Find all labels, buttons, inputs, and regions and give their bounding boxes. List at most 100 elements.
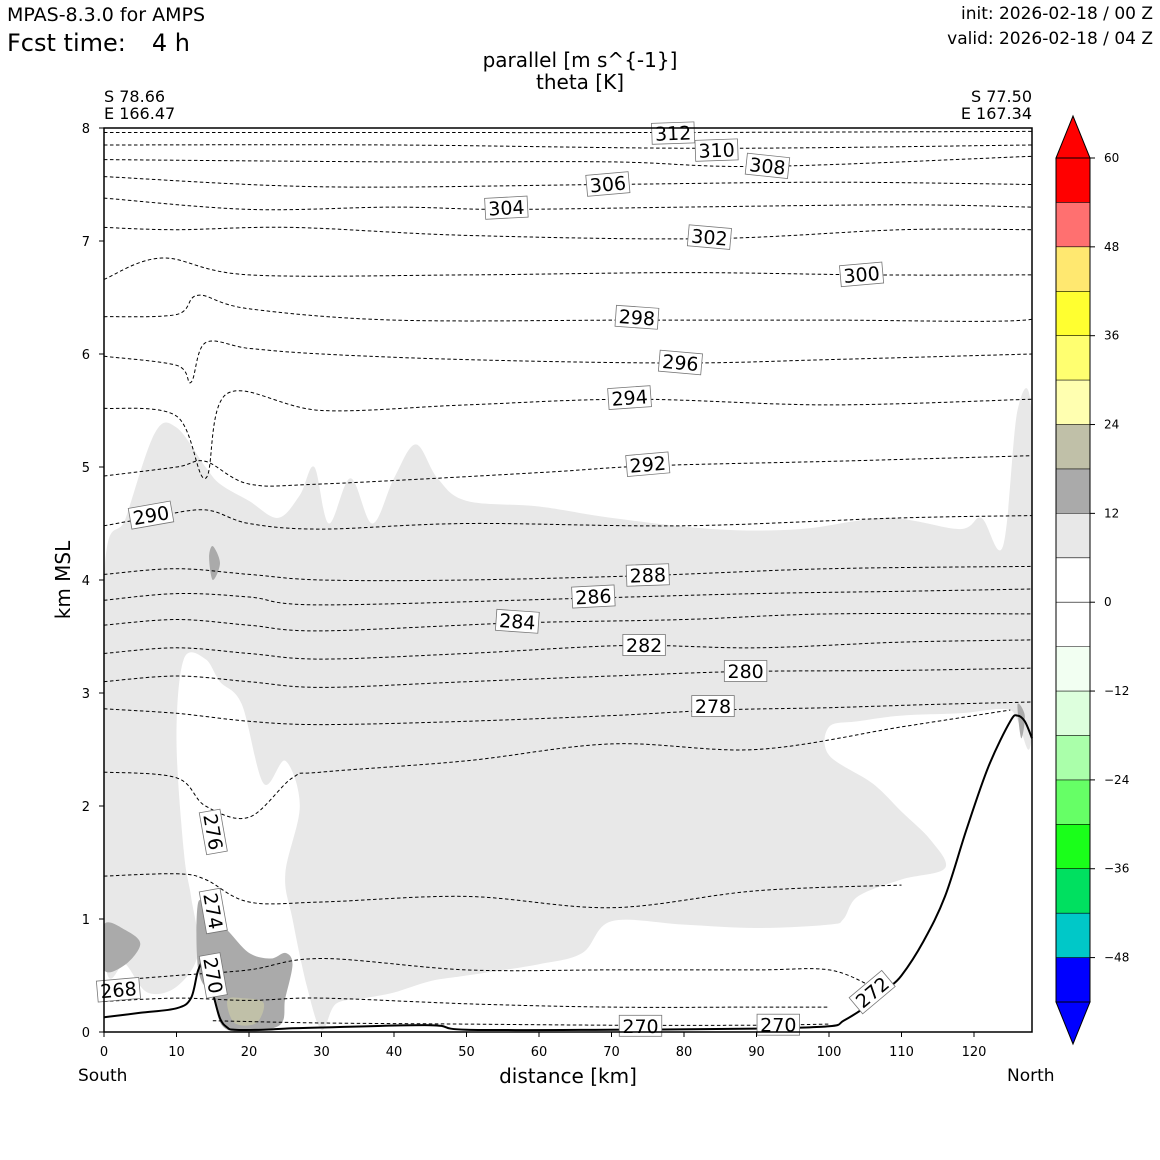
x-tick-label: 110	[889, 1045, 914, 1060]
theta-contour-306	[104, 176, 1032, 188]
theta-contour-282	[104, 639, 1032, 660]
theta-label-box	[585, 171, 631, 197]
fill-region-6-12-1	[350, 653, 453, 705]
colorbar-segment	[1056, 691, 1090, 736]
theta-contour-302	[104, 226, 1032, 240]
colorbar-segment	[1056, 158, 1090, 203]
theta-label-box	[686, 224, 732, 250]
left-latitude: S 78.66	[104, 87, 166, 106]
theta-contour-276	[104, 709, 1011, 819]
theta-label-text: 282	[626, 635, 662, 657]
colorbar-segment	[1056, 335, 1090, 381]
y-tick-label: 1	[82, 913, 90, 928]
x-tick-label: 70	[603, 1045, 620, 1060]
axes-layer: 0 10 20 30 40 50 60 70 80 90 100 110 120 0 1 2 3 4 5 6 7 8	[82, 122, 987, 1060]
theta-label-text: 284	[498, 610, 536, 634]
theta-label-text: 304	[488, 197, 525, 221]
theta-label-text: 308	[748, 154, 786, 180]
theta-label-text: 292	[629, 453, 667, 478]
x-tick-label: 50	[458, 1045, 475, 1060]
y-tick-label: 4	[82, 574, 90, 589]
theta-label-306-21: 306	[585, 171, 631, 198]
theta-label-text: 288	[629, 564, 666, 587]
y-tick-label: 5	[82, 461, 90, 476]
left-longitude: E 166.47	[104, 104, 176, 123]
y-tick-label: 6	[82, 348, 90, 363]
field-title: parallel [m s^{-1}]	[482, 48, 678, 72]
theta-label-box	[723, 660, 768, 682]
theta-contour-292	[104, 455, 1032, 487]
x-axis-label: distance [km]	[499, 1064, 637, 1088]
theta-label-278-7: 278	[691, 695, 735, 718]
theta-label-288-12: 288	[625, 563, 670, 588]
theta-label-308-22: 308	[744, 152, 791, 180]
forecast-time-value: 4 h	[151, 29, 190, 57]
colorbar-tick-label: −12	[1104, 684, 1129, 698]
theta-label-292-14: 292	[625, 451, 671, 478]
theta-label-text: 296	[661, 351, 699, 376]
theta-label-276-3: 276	[198, 808, 228, 856]
y-tick-label: 0	[82, 1026, 90, 1041]
x-tick-label: 60	[531, 1045, 548, 1060]
theta-label-box	[622, 634, 666, 656]
contour-title: theta [K]	[536, 70, 624, 94]
theta-contour-284	[104, 613, 1032, 632]
theta-label-282-9: 282	[622, 634, 666, 657]
direction-north: North	[1007, 1066, 1055, 1086]
x-tick-label: 90	[748, 1045, 765, 1060]
theta-label-text: 312	[655, 122, 692, 145]
theta-label-text: 270	[622, 1016, 658, 1038]
y-axis-label: km MSL	[51, 540, 75, 619]
theta-label-286-11: 286	[571, 584, 616, 610]
theta-label-268-0: 268	[95, 976, 141, 1003]
theta-label-280-8: 280	[723, 660, 768, 683]
left-endpoint-coords: S 78.66 E 166.47	[104, 88, 175, 122]
theta-contour-290	[104, 509, 1032, 530]
x-tick-label: 20	[241, 1045, 258, 1060]
x-tick-label: 100	[817, 1045, 842, 1060]
theta-label-box	[618, 1014, 663, 1037]
x-tick-label: 10	[168, 1045, 185, 1060]
theta-label-box	[694, 138, 739, 162]
theta-label-box	[607, 385, 652, 410]
colorbar-tick-label: 36	[1104, 329, 1119, 343]
theta-contour-288	[104, 565, 1032, 582]
y-tick-label: 3	[82, 687, 90, 702]
theta-label-box	[756, 1013, 800, 1036]
forecast-time: Fcst time: 4 h	[7, 29, 190, 57]
theta-contour-270	[212, 1020, 830, 1026]
colorbar-segment	[1056, 779, 1090, 825]
x-tick-label: 40	[386, 1045, 403, 1060]
theta-label-text: 286	[575, 586, 612, 610]
right-latitude: S 77.50	[970, 87, 1032, 106]
theta-contour-312	[104, 130, 1032, 134]
colorbar-frame	[1055, 157, 1091, 1003]
shaded-fill-layer	[104, 388, 1032, 1032]
theta-label-text: 270	[760, 1015, 796, 1037]
colorbar-segment	[1056, 602, 1090, 647]
valid-time: valid: 2026-02-18 / 04 Z	[947, 29, 1153, 49]
theta-label-302-19: 302	[686, 224, 732, 251]
theta-label-310-23: 310	[694, 138, 739, 163]
theta-contour-280	[104, 667, 1032, 688]
theta-contour-294	[104, 390, 1032, 479]
theta-label-298-17: 298	[614, 304, 660, 331]
colorbar-segment	[1056, 380, 1090, 425]
colorbar-segment	[1056, 246, 1090, 292]
y-tick-label: 2	[82, 800, 90, 815]
theta-label-box	[614, 304, 660, 330]
theta-contour-278	[104, 701, 1032, 726]
theta-label-text: 294	[611, 386, 649, 410]
theta-label-box	[95, 976, 141, 1003]
theta-contour-274	[104, 873, 902, 909]
theta-label-270-4: 270	[618, 1014, 663, 1038]
fill-region-6-12-0	[104, 388, 1032, 1030]
colorbar: 60 48 36 24 12 0 −12 −24 −36 −48	[1055, 114, 1129, 1046]
fill-region-12-18-2	[104, 922, 141, 973]
theta-label-box	[127, 500, 175, 530]
theta-label-box	[198, 808, 228, 856]
theta-contour-298	[104, 294, 1032, 322]
colorbar-segment	[1056, 646, 1090, 692]
theta-label-box	[625, 451, 671, 477]
theta-label-box	[839, 261, 885, 288]
